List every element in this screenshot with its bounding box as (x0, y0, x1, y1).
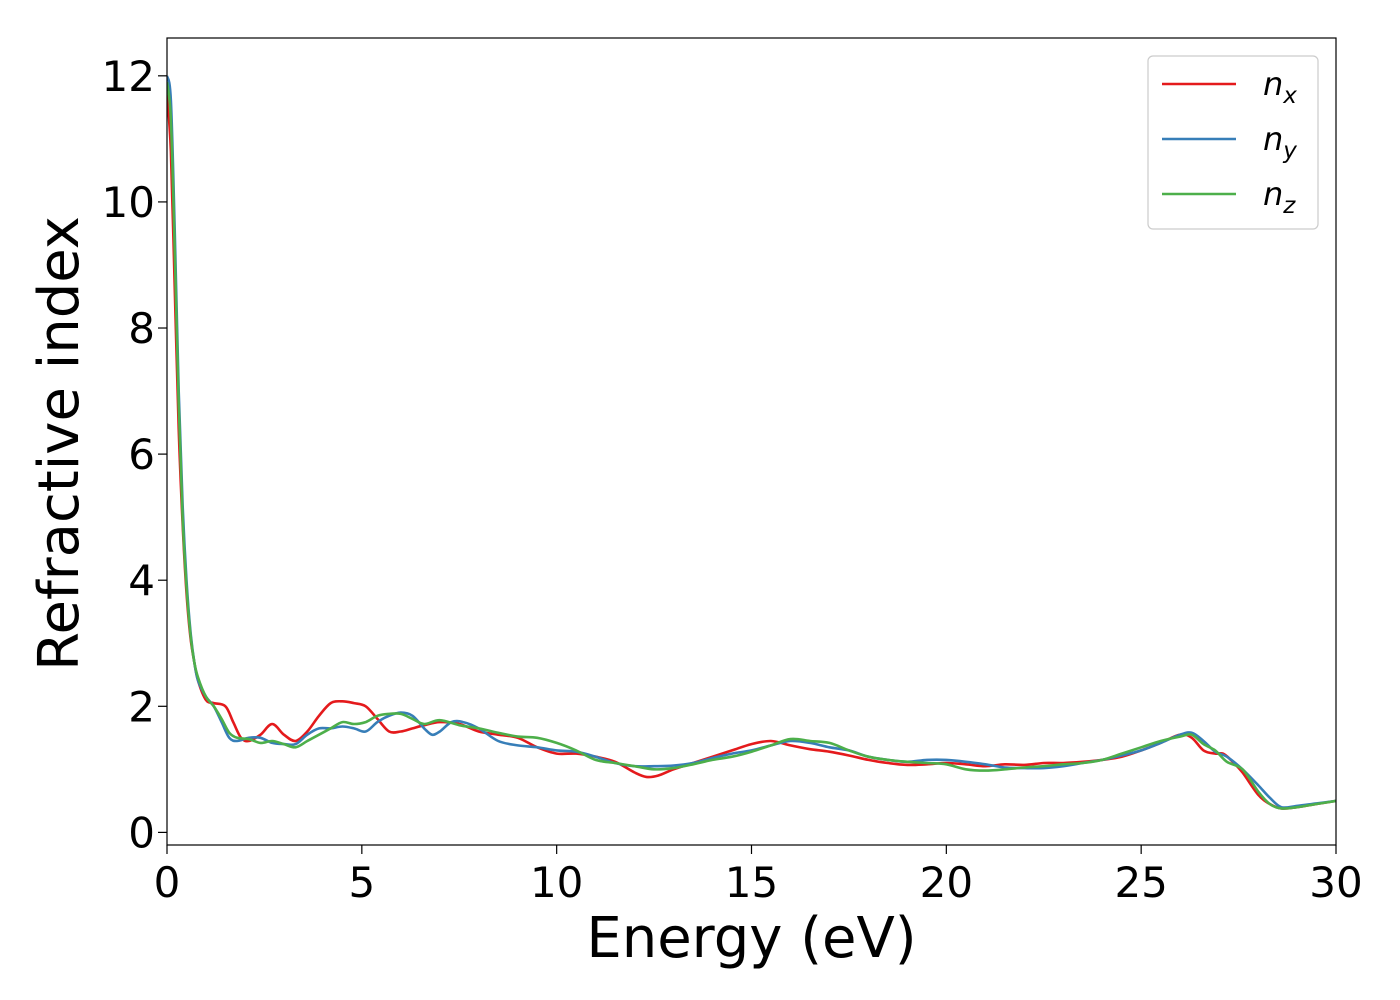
legend: nx ny nz (1147, 55, 1319, 230)
x-axis: 0 5 10 15 20 25 30 (154, 845, 1363, 907)
y-tick-label: 0 (128, 808, 155, 857)
x-axis-title: Energy (eV) (586, 906, 916, 971)
y-tick-label: 12 (102, 52, 155, 101)
y-tick-label: 6 (128, 430, 155, 479)
series-line-ny (167, 75, 1336, 809)
y-tick-label: 8 (128, 304, 155, 353)
y-tick-label: 4 (128, 556, 155, 605)
x-tick-label: 25 (1114, 858, 1167, 907)
legend-label-nx: nx (1263, 65, 1297, 109)
x-tick-label: 15 (725, 858, 778, 907)
legend-label-nz: nz (1263, 175, 1296, 219)
legend-label-ny: ny (1263, 120, 1297, 164)
y-axis-title: Refractive index (27, 216, 92, 671)
x-tick-label: 10 (530, 858, 583, 907)
y-tick-label: 2 (128, 682, 155, 731)
y-tick-label: 10 (102, 178, 155, 227)
series-layer (167, 75, 1336, 810)
x-tick-label: 0 (154, 858, 181, 907)
x-tick-label: 30 (1309, 858, 1362, 907)
x-tick-label: 20 (920, 858, 973, 907)
series-line-nz (167, 81, 1336, 810)
y-axis: 0 2 4 6 8 10 12 (102, 52, 167, 857)
legend-box (1147, 55, 1319, 230)
x-tick-label: 5 (348, 858, 375, 907)
